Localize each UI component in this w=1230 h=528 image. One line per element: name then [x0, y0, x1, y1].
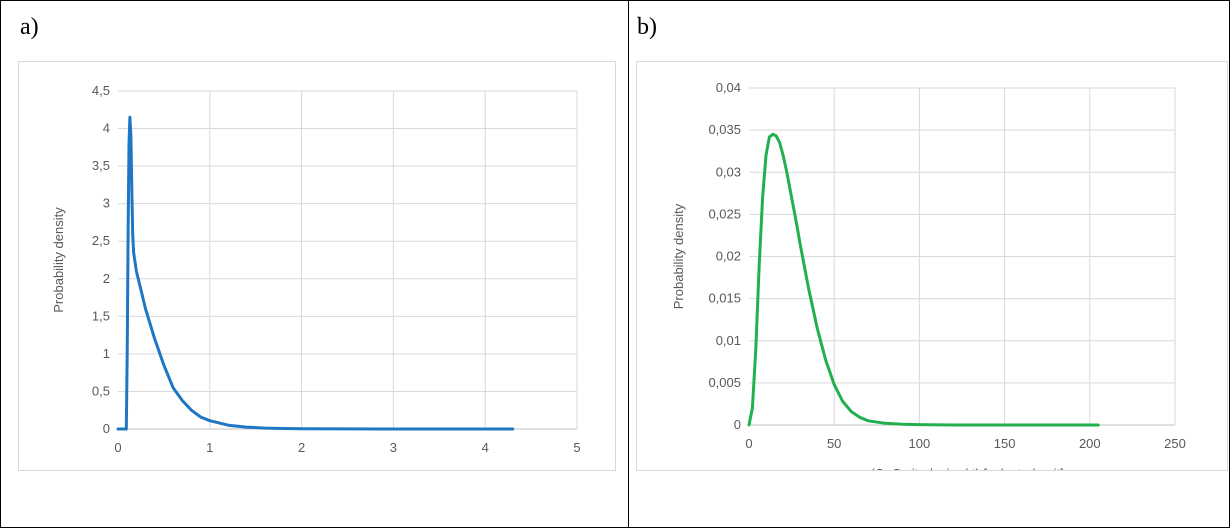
y-tick-label: 0,03	[716, 164, 741, 179]
y-tick-label: 1	[103, 346, 110, 361]
chart-a-area: 00,511,522,533,544,5012345C (x=a,desired…	[18, 61, 616, 485]
y-tick-label: 0,04	[716, 80, 741, 95]
y-tick-label: 4,5	[92, 83, 110, 98]
y-tick-label: 0,025	[708, 206, 741, 221]
series-line	[116, 115, 515, 431]
x-tick-label: 200	[1079, 436, 1101, 451]
y-tick-label: 0,035	[708, 122, 741, 137]
y-tick-label: 2	[103, 271, 110, 286]
x-tick-label: 0	[114, 440, 121, 455]
panel-b: b) 0 0,005 0,01 0,015 0,02 0,025 0,03 0,035 0,04…	[629, 0, 1230, 527]
x-tick-label: 3	[390, 440, 397, 455]
y-axis-label: Probability density	[51, 207, 66, 313]
y-tick-label: 2,5	[92, 233, 110, 248]
x-tick-label: 5	[573, 440, 580, 455]
x-tick-label: 150	[994, 436, 1016, 451]
chart-b-area: 0 0,005 0,01 0,015 0,02 0,025 0,03 0,035 0,04 0 50…	[636, 61, 1228, 481]
y-tick-label: 3	[103, 196, 110, 211]
y-tick-label: 3,5	[92, 158, 110, 173]
x-tick-label: 0	[745, 436, 752, 451]
x-tick-label: 2	[298, 440, 305, 455]
x-tick-label: 1	[206, 440, 213, 455]
y-tick-label: 0,5	[92, 383, 110, 398]
y-axis-label: Probability density	[671, 203, 686, 309]
x-tick-label: 4	[482, 440, 489, 455]
y-tick-label: 0,005	[708, 375, 741, 390]
series-line	[747, 132, 1100, 427]
panel-a: a) 00,511,522,533,544,5012345C (x=a,desi…	[18, 14, 616, 485]
y-tick-label: 0	[734, 417, 741, 432]
x-axis-label: x (C=Ccrit, desired t) [selected unit]	[860, 466, 1063, 470]
y-tick-label: 0,01	[716, 333, 741, 348]
x-tick-label: 50	[827, 436, 841, 451]
chart-a: 00,511,522,533,544,5012345C (x=a,desired…	[51, 83, 581, 485]
y-tick-label: 0	[103, 421, 110, 436]
panel-a-label: a)	[20, 14, 39, 40]
y-tick-label: 0,015	[708, 291, 741, 306]
y-tick-label: 0,02	[716, 249, 741, 264]
chart-b: 0 0,005 0,01 0,015 0,02 0,025 0,03 0,035 0,04 0 50…	[671, 80, 1186, 481]
y-tick-label: 4	[103, 121, 110, 136]
x-tick-label: 100	[909, 436, 931, 451]
x-tick-label: 250	[1164, 436, 1186, 451]
panel-b-label: b)	[637, 14, 657, 40]
y-tick-label: 1,5	[92, 308, 110, 323]
